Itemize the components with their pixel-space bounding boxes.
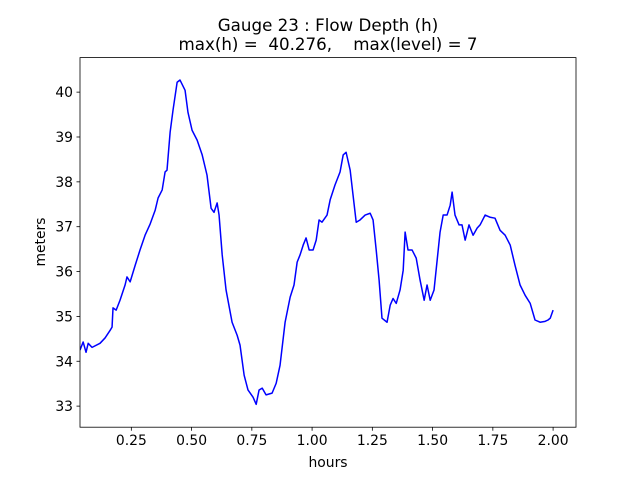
y-tick-label: 37 <box>55 220 73 236</box>
y-tick-label: 40 <box>55 85 73 101</box>
chart-title: Gauge 23 : Flow Depth (h) <box>218 15 439 35</box>
y-axis-label: meters <box>33 217 49 266</box>
y-tick-label: 35 <box>55 309 73 325</box>
x-tick-label: 1.50 <box>417 433 448 449</box>
y-tick-label: 34 <box>55 354 73 370</box>
x-tick-label: 0.75 <box>236 433 267 449</box>
y-tick-label: 38 <box>55 175 73 191</box>
x-tick-label: 2.00 <box>538 433 569 449</box>
x-tick-label: 1.75 <box>477 433 508 449</box>
x-tick-label: 0.25 <box>116 433 147 449</box>
y-tick-label: 36 <box>55 265 73 281</box>
x-tick-label: 1.25 <box>357 433 388 449</box>
chart-subtitle: max(h) = 40.276, max(level) = 7 <box>178 34 477 54</box>
data-line <box>80 79 554 406</box>
x-tick-label: 1.00 <box>297 433 328 449</box>
x-axis-label: hours <box>308 455 347 471</box>
y-tick-label: 39 <box>55 130 73 146</box>
plot-frame <box>79 57 577 428</box>
x-tick-label: 0.50 <box>176 433 207 449</box>
y-tick-label: 33 <box>55 399 73 415</box>
